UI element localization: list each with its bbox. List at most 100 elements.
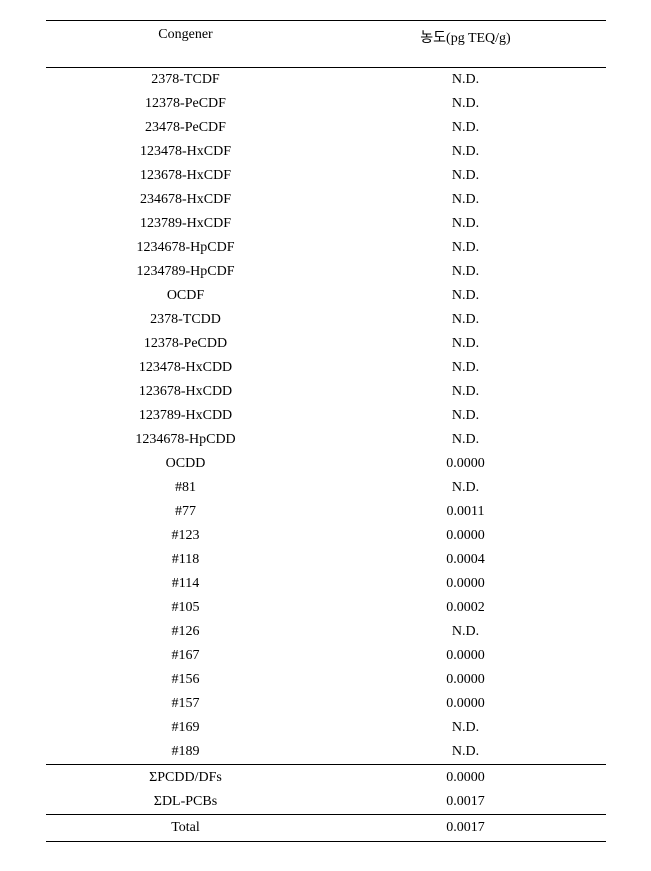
- value-cell: N.D.: [326, 716, 606, 740]
- table-row: 234678-HxCDFN.D.: [46, 188, 606, 212]
- congener-cell: 123678-HxCDD: [46, 380, 326, 404]
- sum-row: ΣDL-PCBs0.0017: [46, 790, 606, 815]
- table-row: 1234678-HpCDDN.D.: [46, 428, 606, 452]
- congener-cell: Total: [46, 815, 326, 842]
- congener-cell: #189: [46, 740, 326, 765]
- table-row: 123789-HxCDFN.D.: [46, 212, 606, 236]
- value-cell: N.D.: [326, 404, 606, 428]
- value-cell: N.D.: [326, 356, 606, 380]
- value-cell: 0.0002: [326, 596, 606, 620]
- value-cell: 0.0000: [326, 452, 606, 476]
- table-row: #1180.0004: [46, 548, 606, 572]
- congener-cell: #156: [46, 668, 326, 692]
- table-row: 123678-HxCDFN.D.: [46, 164, 606, 188]
- value-cell: N.D.: [326, 428, 606, 452]
- table-row: 12378-PeCDDN.D.: [46, 332, 606, 356]
- table-row: OCDD0.0000: [46, 452, 606, 476]
- congener-cell: #157: [46, 692, 326, 716]
- value-cell: N.D.: [326, 68, 606, 93]
- congener-cell: 1234678-HpCDD: [46, 428, 326, 452]
- congener-cell: #123: [46, 524, 326, 548]
- congener-table: Congener 농도(pg TEQ/g) 2378-TCDFN.D. 1237…: [46, 20, 606, 842]
- congener-cell: 12378-PeCDF: [46, 92, 326, 116]
- congener-cell: 2378-TCDD: [46, 308, 326, 332]
- congener-table-container: Congener 농도(pg TEQ/g) 2378-TCDFN.D. 1237…: [46, 20, 606, 842]
- value-cell: N.D.: [326, 380, 606, 404]
- congener-cell: 12378-PeCDD: [46, 332, 326, 356]
- congener-cell: 123478-HxCDD: [46, 356, 326, 380]
- value-cell: N.D.: [326, 140, 606, 164]
- value-cell: 0.0000: [326, 572, 606, 596]
- header-concentration: 농도(pg TEQ/g): [326, 21, 606, 68]
- value-cell: N.D.: [326, 92, 606, 116]
- value-cell: 0.0017: [326, 815, 606, 842]
- value-cell: 0.0017: [326, 790, 606, 815]
- value-cell: N.D.: [326, 188, 606, 212]
- value-cell: 0.0004: [326, 548, 606, 572]
- value-cell: 0.0011: [326, 500, 606, 524]
- table-row: OCDFN.D.: [46, 284, 606, 308]
- value-cell: N.D.: [326, 332, 606, 356]
- congener-cell: 23478-PeCDF: [46, 116, 326, 140]
- congener-cell: 1234678-HpCDF: [46, 236, 326, 260]
- value-cell: 0.0000: [326, 524, 606, 548]
- value-cell: N.D.: [326, 116, 606, 140]
- congener-cell: ΣPCDD/DFs: [46, 765, 326, 791]
- congener-cell: OCDD: [46, 452, 326, 476]
- congener-cell: ΣDL-PCBs: [46, 790, 326, 815]
- congener-cell: #167: [46, 644, 326, 668]
- table-row: #1670.0000: [46, 644, 606, 668]
- congener-cell: #126: [46, 620, 326, 644]
- congener-cell: 1234789-HpCDF: [46, 260, 326, 284]
- value-cell: 0.0000: [326, 692, 606, 716]
- congener-cell: 123789-HxCDF: [46, 212, 326, 236]
- table-row: 2378-TCDFN.D.: [46, 68, 606, 93]
- congener-cell: 123478-HxCDF: [46, 140, 326, 164]
- value-cell: 0.0000: [326, 668, 606, 692]
- value-cell: N.D.: [326, 620, 606, 644]
- header-row: Congener 농도(pg TEQ/g): [46, 21, 606, 68]
- congener-cell: 234678-HxCDF: [46, 188, 326, 212]
- table-row: 1234678-HpCDFN.D.: [46, 236, 606, 260]
- congener-cell: #169: [46, 716, 326, 740]
- value-cell: N.D.: [326, 164, 606, 188]
- table-row: 12378-PeCDFN.D.: [46, 92, 606, 116]
- value-cell: N.D.: [326, 260, 606, 284]
- sum-row: ΣPCDD/DFs0.0000: [46, 765, 606, 791]
- congener-cell: OCDF: [46, 284, 326, 308]
- value-cell: N.D.: [326, 476, 606, 500]
- table-row: 123678-HxCDDN.D.: [46, 380, 606, 404]
- total-row: Total0.0017: [46, 815, 606, 842]
- table-row: #770.0011: [46, 500, 606, 524]
- value-cell: N.D.: [326, 284, 606, 308]
- congener-cell: 2378-TCDF: [46, 68, 326, 93]
- value-cell: N.D.: [326, 308, 606, 332]
- congener-cell: #114: [46, 572, 326, 596]
- table-row: #126N.D.: [46, 620, 606, 644]
- table-row: #81N.D.: [46, 476, 606, 500]
- congener-cell: 123789-HxCDD: [46, 404, 326, 428]
- table-row: #1570.0000: [46, 692, 606, 716]
- table-row: #189N.D.: [46, 740, 606, 765]
- table-row: 123478-HxCDDN.D.: [46, 356, 606, 380]
- table-row: 2378-TCDDN.D.: [46, 308, 606, 332]
- table-row: 23478-PeCDFN.D.: [46, 116, 606, 140]
- congener-cell: #77: [46, 500, 326, 524]
- table-row: #1140.0000: [46, 572, 606, 596]
- congener-cell: #105: [46, 596, 326, 620]
- table-row: 1234789-HpCDFN.D.: [46, 260, 606, 284]
- table-row: #1230.0000: [46, 524, 606, 548]
- table-row: #1050.0002: [46, 596, 606, 620]
- value-cell: N.D.: [326, 212, 606, 236]
- value-cell: 0.0000: [326, 644, 606, 668]
- table-row: 123789-HxCDDN.D.: [46, 404, 606, 428]
- value-cell: N.D.: [326, 236, 606, 260]
- table-row: #169N.D.: [46, 716, 606, 740]
- value-cell: N.D.: [326, 740, 606, 765]
- congener-cell: #118: [46, 548, 326, 572]
- table-body: 2378-TCDFN.D. 12378-PeCDFN.D. 23478-PeCD…: [46, 68, 606, 842]
- header-congener: Congener: [46, 21, 326, 68]
- table-row: #1560.0000: [46, 668, 606, 692]
- congener-cell: #81: [46, 476, 326, 500]
- table-row: 123478-HxCDFN.D.: [46, 140, 606, 164]
